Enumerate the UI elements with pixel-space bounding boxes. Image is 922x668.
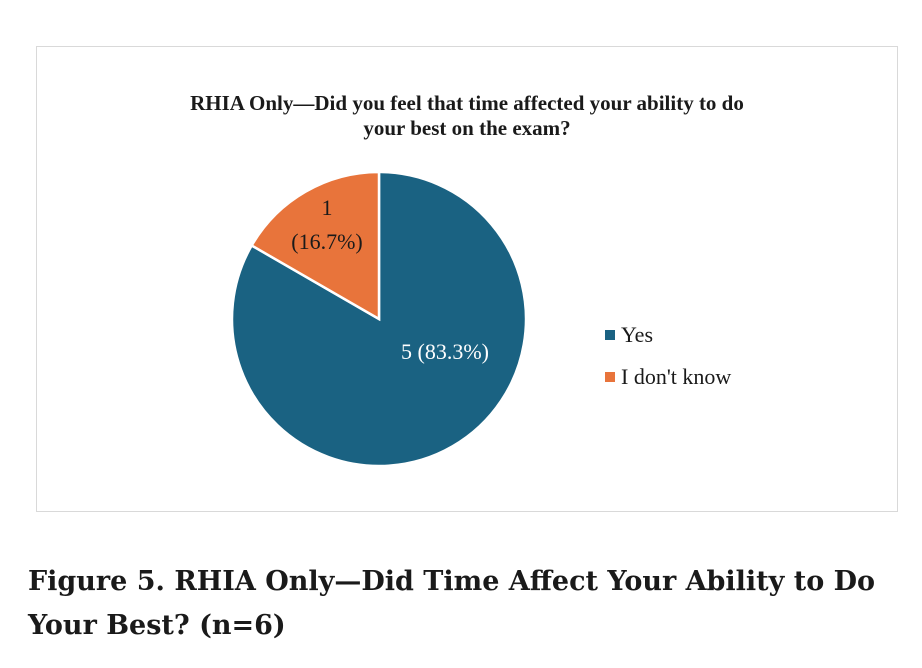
pie-chart: 5 (83.3%) 1 (16.7%) bbox=[230, 170, 528, 468]
figure-caption: Figure 5. RHIA Only—Did Time Affect Your… bbox=[28, 566, 876, 641]
pie-slice-dont-know bbox=[249, 170, 381, 322]
legend-label-dont-know: I don't know bbox=[621, 364, 732, 389]
legend-item-yes: Yes bbox=[605, 319, 731, 351]
slice-label-dont-know-line: (16.7%) bbox=[291, 229, 362, 254]
slice-label-yes: 5 (83.3%) bbox=[401, 339, 489, 364]
legend: Yes I don't know bbox=[605, 319, 731, 403]
slice-label-dont-know-line: 1 bbox=[322, 195, 333, 220]
legend-swatch-dont-know bbox=[605, 372, 615, 382]
chart-title: RHIA Only—Did you feel that time affecte… bbox=[37, 91, 897, 141]
legend-swatch-yes bbox=[605, 330, 615, 340]
chart-title-line-2: your best on the exam? bbox=[363, 116, 571, 140]
slice-label-dont-know: 1 (16.7%) bbox=[291, 195, 362, 254]
chart-title-line-1: RHIA Only—Did you feel that time affecte… bbox=[190, 91, 744, 115]
chart-frame: RHIA Only—Did you feel that time affecte… bbox=[36, 46, 898, 512]
legend-label-yes: Yes bbox=[621, 322, 654, 347]
legend-item-dont-know: I don't know bbox=[605, 361, 731, 393]
